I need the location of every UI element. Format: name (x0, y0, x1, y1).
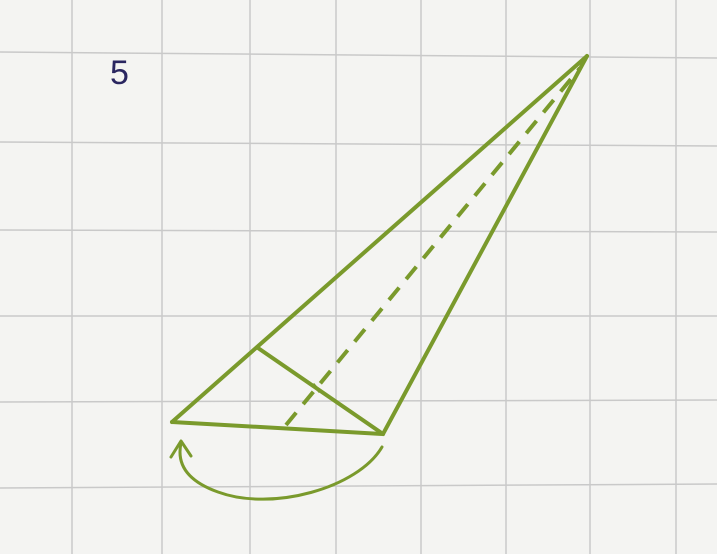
fold-arrow-head (169, 439, 193, 459)
fold-arrow-path (178, 441, 384, 501)
folded-shape (170, 54, 589, 436)
step-number: 5 (110, 54, 129, 92)
grid-line-h (0, 229, 717, 233)
grid-line-h (0, 483, 717, 489)
curved-arrow-icon (169, 439, 384, 501)
grid-line-h (0, 399, 717, 403)
right-angle-marker (311, 383, 322, 393)
grid-line-h (0, 51, 717, 59)
valley-fold-line (284, 66, 582, 427)
shape-bottom-edge (170, 420, 385, 436)
shape-top-edge (170, 54, 589, 424)
grid-line-h (0, 141, 717, 147)
shape-right-edge (381, 54, 589, 436)
